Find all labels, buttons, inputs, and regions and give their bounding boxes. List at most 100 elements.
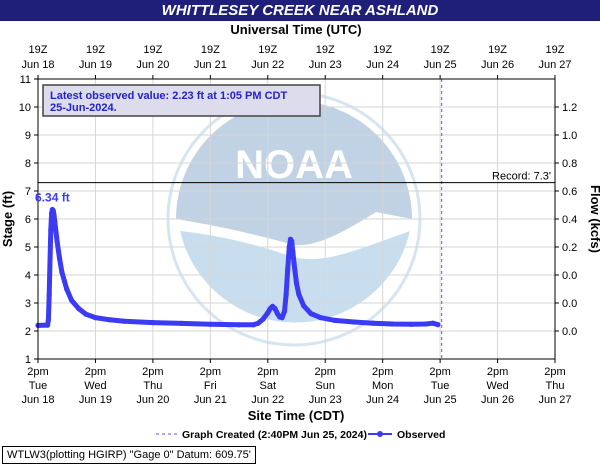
observed-point (281, 308, 288, 314)
observed-point (236, 322, 242, 328)
observed-point (317, 315, 323, 321)
top-tick-time: 19Z (143, 44, 162, 56)
bottom-tick-date: Jun 24 (366, 394, 399, 406)
bottom-tick-time: 2pm (257, 366, 278, 378)
observed-point (279, 315, 285, 321)
observed-point (285, 266, 291, 272)
observed-point (423, 321, 429, 327)
top-tick-time: 19Z (316, 44, 335, 56)
bottom-tick-time: 2pm (429, 366, 450, 378)
bottom-tick-time: 2pm (544, 366, 565, 378)
top-tick-time: 19Z (201, 44, 220, 56)
top-tick-date: Jun 23 (309, 59, 342, 71)
observed-point (301, 303, 307, 309)
observed-point (92, 315, 98, 321)
bottom-tick-date: Jun 20 (136, 394, 169, 406)
right-tick-label: 0.6 (562, 186, 577, 198)
top-tick-date: Jun 26 (481, 59, 514, 71)
observed-point (289, 238, 295, 244)
observed-point (68, 297, 75, 303)
left-tick-label: 8 (25, 158, 31, 170)
right-axis-title: Flow (kcfs) (588, 185, 600, 253)
top-tick-time: 19Z (488, 44, 507, 56)
observed-point (291, 261, 297, 267)
observed-point (260, 316, 266, 322)
observed-point (179, 320, 185, 326)
observed-point (389, 321, 395, 327)
top-axis-title: Universal Time (UTC) (230, 22, 361, 37)
right-tick-label: 0.2 (562, 242, 577, 254)
bottom-tick-date: Jun 25 (424, 394, 457, 406)
bottom-tick-time: 2pm (85, 366, 106, 378)
right-tick-label: 0.8 (562, 158, 577, 170)
observed-point (283, 292, 289, 298)
right-tick-label: 0.4 (562, 214, 577, 226)
top-tick-time: 19Z (86, 44, 105, 56)
bottom-tick-day: Tue (29, 380, 48, 392)
observed-point (51, 212, 57, 218)
legend-created-label: Graph Created (2:40PM Jun 25, 2024) (182, 429, 367, 440)
left-tick-label: 3 (25, 298, 31, 310)
top-tick-time: 19Z (258, 44, 277, 56)
bottom-tick-time: 2pm (200, 366, 221, 378)
top-tick-time: 19Z (431, 44, 450, 56)
svg-text:NOAA: NOAA (235, 143, 353, 187)
bottom-tick-day: Fri (204, 380, 217, 392)
bottom-tick-day: Wed (84, 380, 106, 392)
bottom-tick-date: Jun 23 (309, 394, 342, 406)
bottom-tick-day: Wed (486, 380, 508, 392)
top-tick-date: Jun 21 (194, 59, 227, 71)
observed-point (290, 250, 296, 256)
observed-point (121, 318, 127, 324)
observed-point (45, 317, 52, 323)
left-tick-label: 9 (25, 130, 31, 142)
observed-point (207, 321, 213, 327)
observed-point (64, 286, 70, 292)
bottom-tick-time: 2pm (27, 366, 48, 378)
title-bar (0, 0, 600, 21)
observed-point (47, 258, 53, 264)
left-tick-label: 11 (20, 74, 31, 86)
bottom-tick-date: Jun 26 (481, 394, 514, 406)
observed-point (45, 322, 51, 328)
observed-point (107, 317, 113, 323)
bottom-tick-time: 2pm (142, 366, 163, 378)
observed-point (370, 320, 376, 326)
top-tick-time: 19Z (546, 44, 565, 56)
observed-point (265, 310, 271, 316)
observed-point (46, 292, 52, 298)
x-axis-title: Site Time (CDT) (248, 408, 345, 423)
bottom-tick-date: Jun 21 (194, 394, 227, 406)
top-tick-time: 19Z (29, 44, 48, 56)
right-tick-label: 1.0 (562, 130, 577, 142)
left-tick-label: 7 (25, 186, 31, 198)
top-tick-time: 19Z (373, 44, 392, 56)
left-tick-label: 10 (19, 102, 31, 114)
observed-point (50, 208, 56, 214)
bottom-tick-day: Thu (546, 380, 565, 392)
bottom-tick-day: Mon (372, 380, 393, 392)
observed-point (76, 306, 82, 312)
observed-point (83, 311, 89, 317)
latest-value-date: 25-Jun-2024. (50, 102, 117, 114)
top-tick-date: Jun 25 (424, 59, 457, 71)
right-tick-label: 0.0 (562, 298, 577, 310)
bottom-tick-time: 2pm (487, 366, 508, 378)
hydrograph-chart: NOAA Record: 7.3' 6.34 ft 1 2 3 4 5 6 7 8 9 10 11 0.0… (0, 22, 600, 440)
observed-point (430, 320, 436, 326)
observed-point (351, 319, 357, 325)
left-tick-label: 4 (25, 270, 31, 282)
left-tick-label: 6 (25, 214, 31, 226)
bottom-tick-day: Thu (143, 380, 162, 392)
top-tick-date: Jun 20 (136, 59, 169, 71)
right-tick-label: 0.0 (562, 326, 577, 338)
left-axis-title: Stage (ft) (0, 191, 15, 247)
footer-datum-label: WTLW3(plotting HGIRP) "Gage 0" Datum: 60… (2, 446, 256, 464)
bottom-tick-date: Jun 19 (79, 394, 112, 406)
bottom-tick-day: Sat (260, 380, 277, 392)
observed-point (54, 238, 60, 244)
observed-point (435, 322, 441, 328)
bottom-tick-time: 2pm (372, 366, 393, 378)
observed-point (59, 269, 65, 275)
right-tick-label: 0.0 (562, 270, 577, 282)
